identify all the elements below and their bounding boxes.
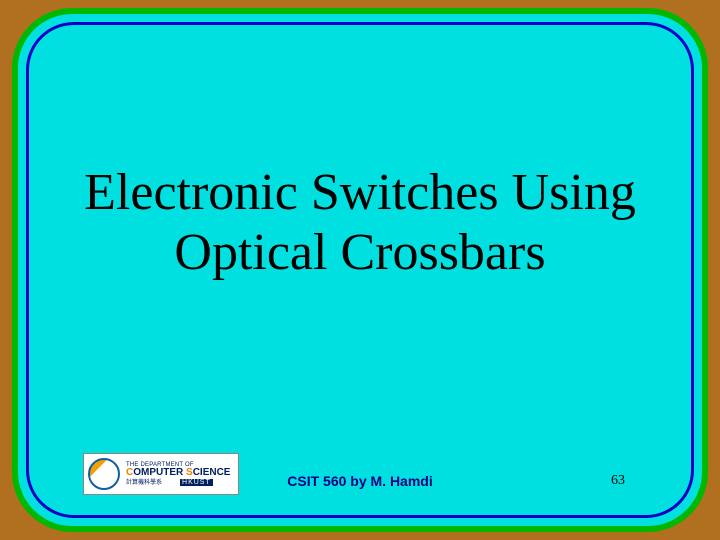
page-number: 63 bbox=[611, 473, 625, 489]
slide-inner-frame: Electronic Switches Using Optical Crossb… bbox=[26, 22, 694, 518]
slide-outer-frame: Electronic Switches Using Optical Crossb… bbox=[12, 8, 708, 532]
footer-credit: CSIT 560 by M. Hamdi bbox=[29, 473, 691, 489]
title-line-1: Electronic Switches Using bbox=[84, 164, 636, 221]
slide-title: Electronic Switches Using Optical Crossb… bbox=[29, 163, 691, 283]
title-line-2: Optical Crossbars bbox=[174, 224, 545, 281]
